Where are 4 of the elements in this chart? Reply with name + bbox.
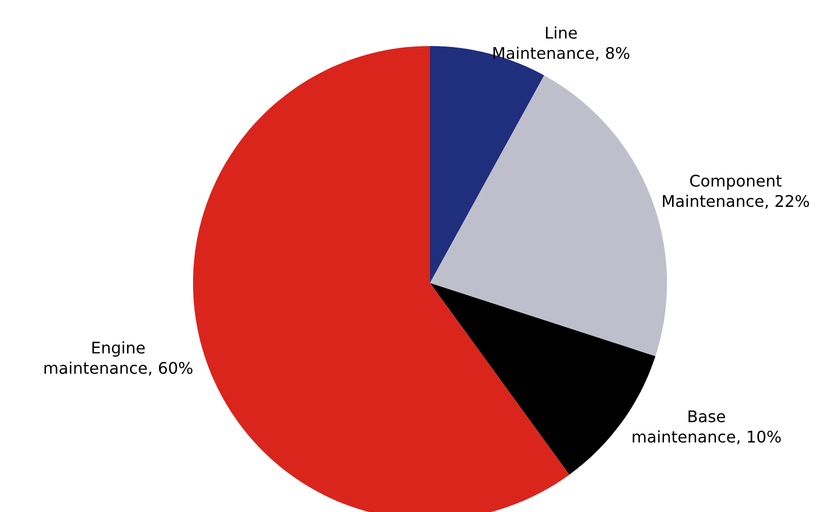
slice-label: Component Maintenance, 22%: [662, 174, 810, 209]
slice-label: Engine maintenance, 60%: [44, 341, 192, 376]
slice-label: Line Maintenance, 8%: [493, 26, 630, 61]
slice-label: Base maintenance, 10%: [632, 410, 781, 444]
